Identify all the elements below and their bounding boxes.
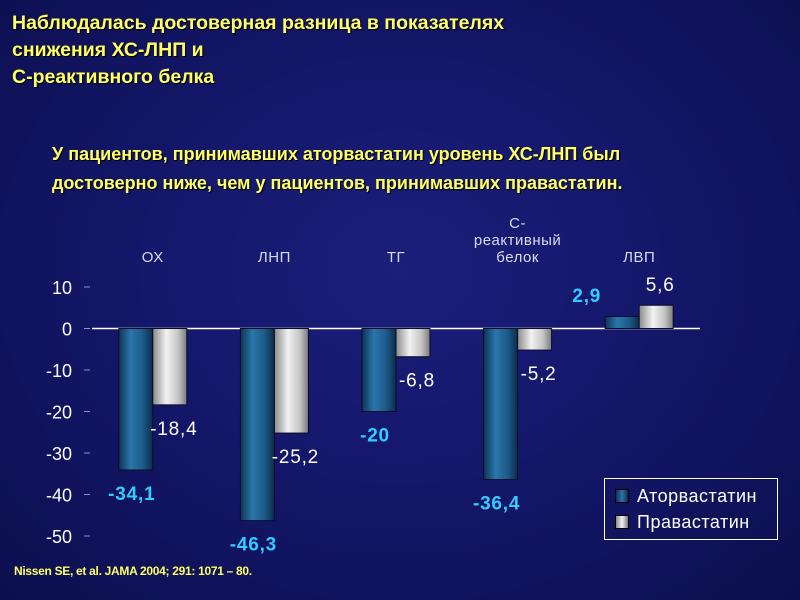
bar-atorvastatin xyxy=(118,328,154,471)
slide-subtitle-line: У пациентов, принимавших аторвастатин ур… xyxy=(52,144,621,164)
data-label-pravastatin: -18,4 xyxy=(150,419,197,440)
bar-atorvastatin xyxy=(483,328,519,481)
legend-label: Аторвастатин xyxy=(637,485,757,506)
bar-atorvastatin xyxy=(604,315,640,329)
y-tick-label: -20 xyxy=(46,403,72,423)
slide-title-line: Наблюдалась достоверная разница в показа… xyxy=(12,12,505,34)
bar-pravastatin xyxy=(152,328,188,406)
bar-pravastatin xyxy=(638,304,674,330)
data-label-atorvastatin: 2,9 xyxy=(572,286,601,307)
slide-title: Наблюдалась достоверная разница в показа… xyxy=(12,10,632,91)
data-label-atorvastatin: -46,3 xyxy=(230,535,277,556)
data-label-pravastatin: 5,6 xyxy=(646,275,675,296)
bar-atorvastatin xyxy=(361,328,397,412)
legend-item-pravastatin: Правастатин xyxy=(615,511,750,533)
chart-legend: Аторвастатин Правастатин xyxy=(604,478,778,540)
data-label-atorvastatin: -34,1 xyxy=(108,484,155,505)
category-label: С-реактивный белок xyxy=(474,215,561,266)
data-label-atorvastatin: -20 xyxy=(360,426,390,447)
y-tick-label: -30 xyxy=(46,444,72,464)
slide-subtitle: У пациентов, принимавших аторвастатин ур… xyxy=(52,140,772,198)
category-label: ОХ xyxy=(142,249,164,266)
citation: Nissen SE, et al. JAMA 2004; 291: 1071 –… xyxy=(14,564,252,578)
bar-pravastatin xyxy=(273,328,309,434)
y-tick-label: -50 xyxy=(46,527,72,547)
category-label: ТГ xyxy=(387,249,405,266)
y-tick-label: -10 xyxy=(46,361,72,381)
y-tick-label: 0 xyxy=(62,320,72,340)
legend-swatch-pravastatin xyxy=(615,515,629,529)
legend-item-atorvastatin: Аторвастатин xyxy=(615,485,757,507)
data-label-pravastatin: -6,8 xyxy=(399,371,435,392)
legend-label: Правастатин xyxy=(637,511,750,532)
y-tick-label: 10 xyxy=(52,278,72,298)
data-label-pravastatin: -5,2 xyxy=(521,364,557,385)
data-label-atorvastatin: -36,4 xyxy=(473,494,520,515)
bar-pravastatin xyxy=(395,328,431,358)
bar-atorvastatin xyxy=(239,328,275,522)
category-label: ЛВП xyxy=(623,249,655,266)
legend-swatch-atorvastatin xyxy=(615,489,629,503)
slide-subtitle-line: достоверно ниже, чем у пациентов, приним… xyxy=(52,173,623,193)
y-tick-label: -40 xyxy=(46,486,72,506)
slide-title-line: снижения ХС-ЛНП и xyxy=(12,39,204,61)
slide-title-line: С-реактивного белка xyxy=(12,66,215,88)
bar-pravastatin xyxy=(517,328,553,351)
data-label-pravastatin: -25,2 xyxy=(272,447,319,468)
category-label: ЛНП xyxy=(258,249,291,266)
